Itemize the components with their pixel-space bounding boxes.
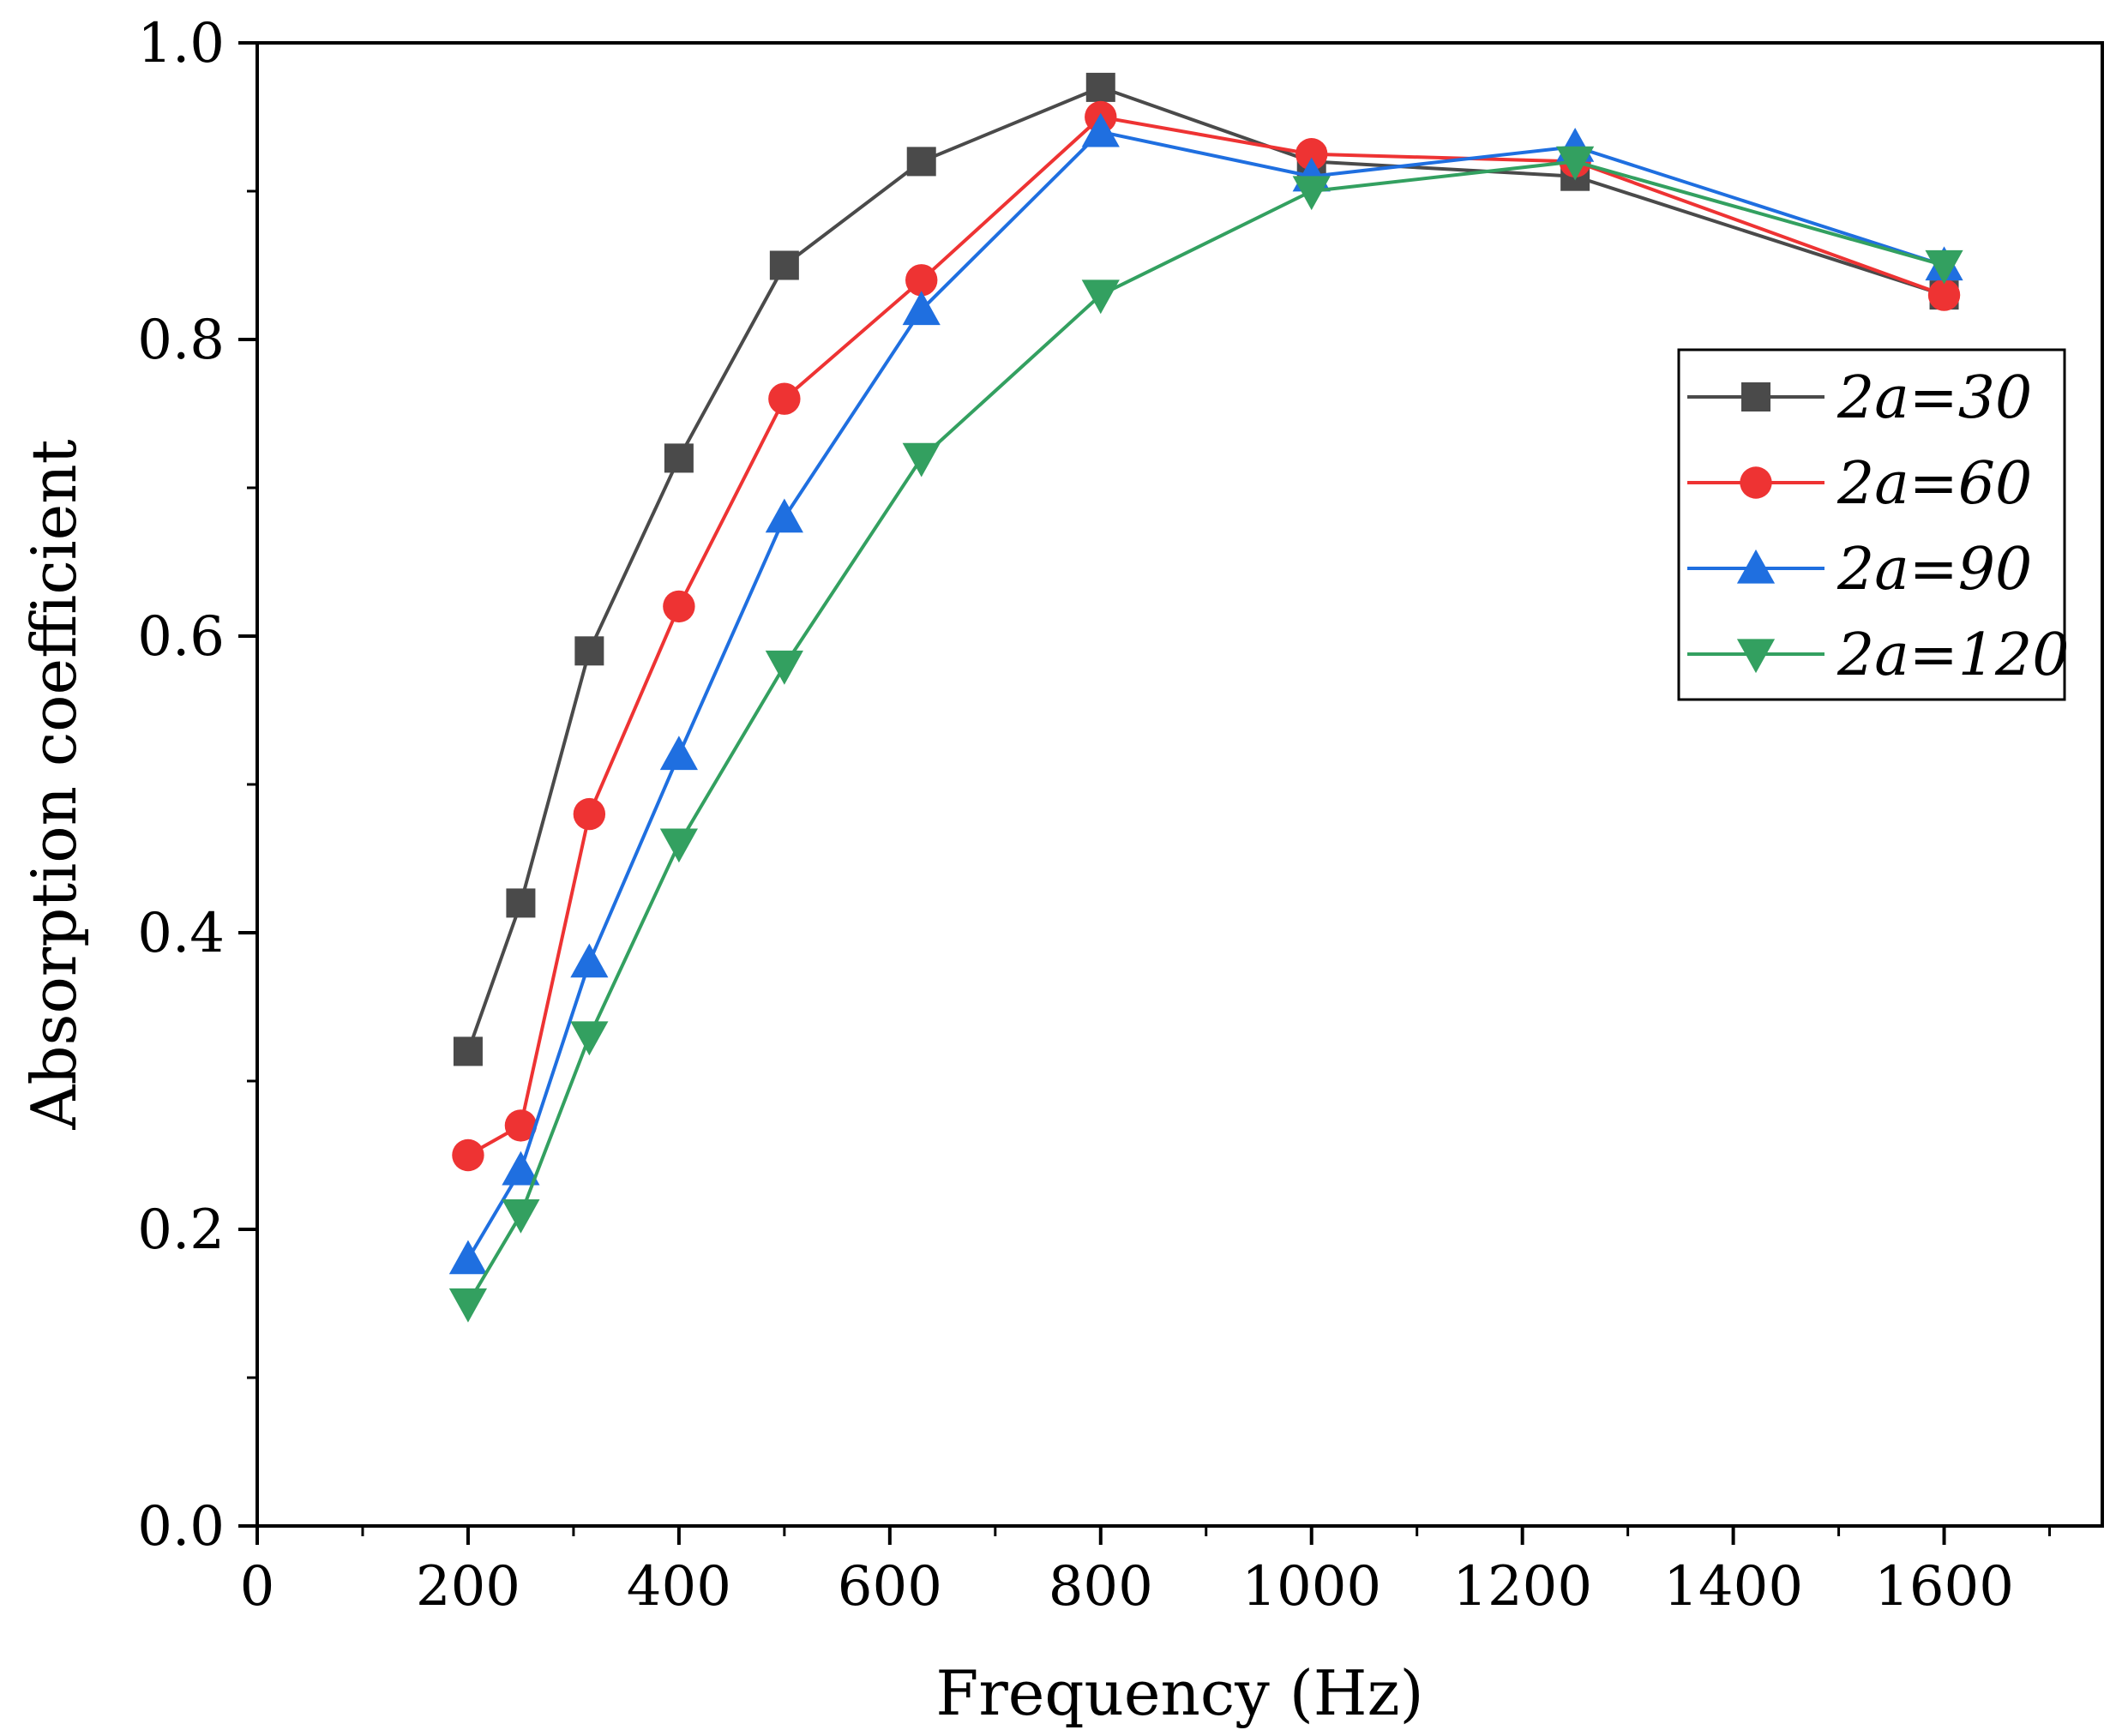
data-point bbox=[504, 1109, 538, 1142]
legend-label: 2a=30 bbox=[1836, 364, 2032, 432]
series-2a=30 bbox=[453, 72, 1959, 1066]
legend-marker bbox=[1736, 639, 1776, 674]
legend-marker bbox=[1736, 549, 1776, 584]
data-point bbox=[1556, 146, 1595, 181]
data-point bbox=[1927, 279, 1961, 311]
legend-marker bbox=[1741, 382, 1770, 411]
data-point bbox=[453, 1036, 483, 1066]
data-point bbox=[1295, 138, 1328, 171]
data-point bbox=[768, 382, 801, 415]
y-tick-label: 1.0 bbox=[137, 12, 225, 75]
data-point bbox=[765, 650, 803, 685]
legend-entry: 2a=90 bbox=[1687, 536, 2032, 604]
data-point bbox=[502, 1150, 540, 1186]
series-line bbox=[466, 159, 1945, 1305]
axes: 0 200 400 600 800 1000 1200 1400 1600 0.0 0.2 0.4 0.… bbox=[18, 12, 2104, 1729]
y-axis-title: Absorption coefficient bbox=[18, 439, 90, 1130]
data-point bbox=[902, 291, 941, 326]
data-point bbox=[448, 1240, 488, 1275]
data-point bbox=[659, 828, 698, 863]
x-tick-label: 0 bbox=[240, 1555, 275, 1619]
data-point bbox=[902, 442, 941, 478]
plot-frame bbox=[255, 41, 2104, 1528]
data-point bbox=[769, 250, 799, 280]
data-point bbox=[659, 736, 698, 771]
y-tick-label: 0.4 bbox=[137, 902, 225, 965]
data-point bbox=[452, 1138, 484, 1172]
y-tick-label: 0.2 bbox=[137, 1198, 225, 1262]
x-tick-label: 1200 bbox=[1452, 1555, 1592, 1619]
y-tick-label: 0.0 bbox=[137, 1495, 225, 1559]
data-point bbox=[448, 1288, 488, 1323]
legend-label: 2a=60 bbox=[1836, 450, 2032, 518]
y-tick-label: 0.8 bbox=[137, 309, 225, 372]
data-point bbox=[506, 888, 536, 918]
series-line bbox=[466, 115, 1945, 1157]
legend-entry: 2a=60 bbox=[1687, 450, 2032, 518]
series-layer bbox=[448, 72, 1963, 1323]
series-2a=120 bbox=[448, 146, 1963, 1323]
data-point bbox=[573, 797, 606, 831]
x-axis-title: Frequency (Hz) bbox=[935, 1657, 1423, 1729]
data-point bbox=[765, 498, 803, 533]
data-point bbox=[1925, 249, 1963, 285]
x-tick-label: 400 bbox=[627, 1555, 731, 1619]
data-point bbox=[1085, 72, 1115, 102]
legend: 2a=30 2a=60 2a=90 2a=120 bbox=[1677, 348, 2070, 701]
y-tick-label: 0.6 bbox=[137, 605, 225, 669]
legend-label: 2a=120 bbox=[1836, 622, 2070, 689]
series-line bbox=[466, 85, 1945, 1053]
x-tick-label: 1000 bbox=[1241, 1555, 1381, 1619]
data-point bbox=[905, 264, 938, 297]
data-point bbox=[502, 1199, 540, 1234]
data-point bbox=[664, 443, 694, 473]
legend-entry: 2a=120 bbox=[1687, 622, 2070, 689]
data-point bbox=[574, 636, 604, 666]
legend-marker bbox=[1740, 466, 1772, 499]
data-point bbox=[570, 943, 609, 978]
data-point bbox=[906, 147, 936, 177]
x-tick-label: 1600 bbox=[1874, 1555, 2014, 1619]
x-tick-label: 200 bbox=[416, 1555, 520, 1619]
x-tick-label: 1400 bbox=[1663, 1555, 1803, 1619]
x-tick-label: 800 bbox=[1049, 1555, 1153, 1619]
data-point bbox=[1081, 279, 1120, 315]
data-point bbox=[1292, 176, 1331, 211]
data-point bbox=[663, 590, 695, 623]
legend-label: 2a=90 bbox=[1836, 536, 2032, 604]
x-tick-label: 600 bbox=[838, 1555, 942, 1619]
data-point bbox=[1081, 112, 1120, 147]
data-point bbox=[570, 1021, 609, 1056]
series-line bbox=[466, 129, 1945, 1260]
legend-entry: 2a=30 bbox=[1687, 364, 2032, 432]
